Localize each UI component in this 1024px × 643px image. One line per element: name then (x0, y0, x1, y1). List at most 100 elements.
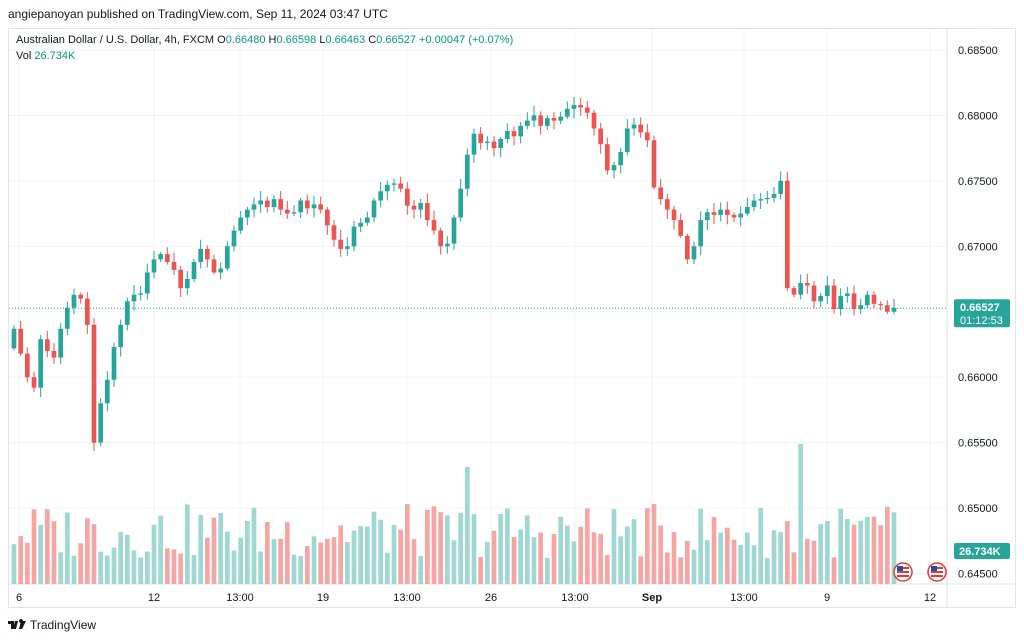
time-tick-label: 13:00 (561, 592, 589, 604)
candle-body (545, 118, 550, 126)
volume-bar (865, 516, 870, 584)
candle-body (685, 235, 690, 260)
candle-body (325, 209, 330, 226)
candle-body (371, 200, 377, 218)
volume-bar (351, 530, 357, 584)
candle-body (365, 217, 370, 223)
candle-body (265, 200, 270, 208)
volume-bar (58, 552, 63, 584)
candle-body (791, 288, 797, 295)
volume-bar (391, 524, 397, 584)
price-tick-label: 0.66000 (958, 372, 998, 384)
candle-body (838, 296, 843, 310)
candle-body (205, 248, 210, 260)
candle-body (891, 307, 897, 312)
candle-body (785, 180, 790, 289)
volume-bar (698, 508, 703, 584)
flag-stripe (897, 571, 909, 573)
volume-bar (158, 515, 163, 584)
volume-bar (418, 556, 423, 584)
volume-bar (51, 521, 57, 584)
time-tick-label: 13:00 (730, 592, 758, 604)
volume-bar (45, 509, 50, 584)
volume-bar (118, 532, 123, 584)
volume-bar (305, 545, 310, 584)
volume-bar (725, 527, 730, 584)
volume-bar (85, 518, 90, 584)
candle-body (871, 294, 877, 304)
candle-body (531, 115, 537, 121)
time-tick-label: 13:00 (226, 592, 254, 604)
volume-bar (178, 553, 183, 584)
candle-body (138, 293, 143, 295)
volume-bar (385, 552, 390, 584)
volume-bar (871, 516, 877, 584)
candle-body (31, 377, 37, 388)
candle-body (691, 246, 697, 260)
price-tick-label: 0.65000 (958, 503, 998, 515)
volume-bar (438, 512, 443, 584)
volume-bar (318, 542, 323, 584)
candle-body (425, 203, 430, 221)
candle-body (78, 294, 83, 299)
candle-body (858, 305, 863, 310)
countdown-label: 01:12:53 (960, 315, 1003, 327)
price-tick-label: 0.68500 (958, 45, 998, 57)
candle-body (518, 125, 523, 137)
candle-body (618, 152, 623, 166)
candle-body (125, 301, 130, 325)
volume-bar (405, 504, 410, 584)
candle-body (778, 180, 783, 194)
volume-bar (771, 530, 777, 584)
candle-body (798, 282, 803, 295)
flag-stripe (931, 571, 943, 573)
volume-bar (218, 512, 223, 584)
time-tick-label: 12 (924, 592, 936, 604)
volume-bar (591, 532, 597, 584)
volume-bar (765, 558, 770, 584)
volume-bar (691, 549, 697, 584)
candle-body (38, 339, 43, 388)
volume-bar (751, 545, 757, 584)
candle-body (865, 294, 870, 306)
candle-body (625, 128, 630, 153)
volume-bar (11, 544, 17, 584)
last-price-badge (954, 299, 1010, 328)
volume-bar (571, 541, 577, 584)
candle-body (171, 261, 177, 270)
candle-body (211, 259, 217, 273)
candle-body (331, 225, 337, 240)
candle-body (271, 199, 277, 208)
candle-body (485, 141, 490, 143)
candle-body (378, 191, 383, 201)
candle-body (305, 200, 310, 209)
candle-body (458, 188, 463, 218)
candle-body (431, 220, 437, 231)
volume-bar (225, 531, 230, 584)
volume-bar (91, 524, 97, 584)
volume-bar (131, 550, 137, 584)
chart-frame[interactable] (8, 28, 1016, 608)
candle-body (751, 200, 757, 208)
volume-bar (825, 520, 830, 584)
top-bar: angiepanoyan published on TradingView.co… (0, 0, 1024, 28)
candle-body (311, 204, 317, 209)
candle-body (71, 294, 77, 308)
candle-body (765, 197, 770, 200)
price-tick-label: 0.68000 (958, 110, 998, 122)
time-tick-label: 9 (824, 592, 830, 604)
volume-bar (618, 536, 623, 584)
candle-body (391, 183, 397, 185)
symbol-label: Australian Dollar / U.S. Dollar, 4h, FXC… (16, 34, 215, 46)
volume-bar (65, 512, 70, 584)
volume-value: 26.734K (34, 50, 76, 62)
candle-body (65, 307, 70, 329)
volume-bar (718, 532, 723, 584)
volume-badge (954, 543, 1010, 559)
candle-body (231, 230, 237, 247)
volume-bar (685, 540, 690, 584)
flag-stripe (897, 575, 909, 577)
candle-body (578, 104, 583, 108)
volume-bar (858, 520, 863, 584)
